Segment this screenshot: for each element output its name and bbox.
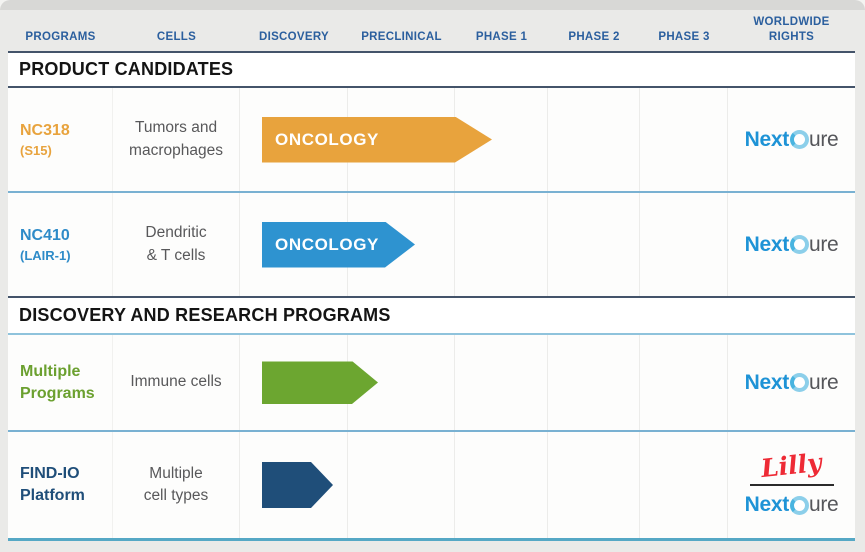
phase-cell-phase3	[640, 193, 728, 296]
pipeline-arrow-green	[262, 361, 378, 404]
cells-cell: Multiple cell types	[113, 432, 240, 538]
cells-text: & T cells	[146, 246, 206, 264]
program-name: NC410	[20, 226, 70, 244]
phase-cell-phase2	[548, 193, 640, 296]
col-header-preclinical: PRECLINICAL	[348, 30, 455, 51]
cells-text: cell types	[143, 487, 209, 504]
col-header-label: PHASE 2	[568, 30, 620, 43]
cells-text: Tumors and	[134, 119, 218, 137]
cells-text: Immune cells	[130, 373, 222, 391]
col-header-phase2: PHASE 2	[548, 30, 640, 51]
cells-cell: Tumors and macrophages	[113, 88, 240, 191]
col-header-label: DISCOVERY	[258, 30, 329, 43]
cells-cell: Dendritic & T cells	[113, 193, 240, 296]
col-header-label: PROGRAMS	[25, 30, 96, 43]
nextcure-circle-icon	[789, 235, 809, 254]
phase-cell-phase3	[640, 88, 728, 191]
program-subname: (S15)	[20, 142, 52, 158]
rights-cell: Next ure	[728, 335, 855, 430]
program-name-cell: FIND-IO Platform	[8, 432, 113, 538]
section-title-discovery-research: DISCOVERY AND RESEARCH PROGRAMS	[8, 296, 855, 335]
phase-cell-preclinical	[348, 335, 455, 430]
rights-cell: Lilly Next ure	[728, 432, 855, 538]
table-row-nc318: NC318 (S15) Tumors and macrophages Next u…	[8, 88, 855, 193]
lilly-logo: Lilly	[759, 447, 824, 484]
col-header-phase3: PHASE 3	[640, 30, 728, 51]
pipeline-arrow-oncology-orange: ONCOLOGY	[262, 117, 492, 163]
cells-text: Multiple	[149, 464, 203, 482]
program-name-line2: Platform	[20, 487, 85, 504]
col-header-worldwide-rights: WORLDWIDE RIGHTS	[728, 15, 855, 51]
program-name-cell: NC318 (S15)	[8, 88, 113, 191]
phase-cell-phase2	[548, 432, 640, 538]
nextcure-circle-icon	[789, 130, 809, 149]
phase-cell-phase1	[455, 432, 548, 538]
phase-cell-phase2	[548, 88, 640, 191]
slide-top-strip	[0, 0, 865, 10]
section-title-text: PRODUCT CANDIDATES	[19, 59, 234, 79]
col-header-cells: CELLS	[113, 30, 240, 51]
phase-cell-phase1	[455, 335, 548, 430]
nextcure-logo: Next ure	[745, 493, 839, 517]
section-title-text: DISCOVERY AND RESEARCH PROGRAMS	[19, 305, 391, 325]
nextcure-circle-icon	[789, 495, 809, 515]
col-header-label: PHASE 1	[475, 30, 528, 43]
phase-cell-phase3	[640, 432, 728, 538]
column-header-row: PROGRAMS CELLS DISCOVERY PRECLINICAL PHA…	[8, 0, 855, 53]
table-row-find-io: FIND-IO Platform Multiple cell types Lil…	[8, 432, 855, 541]
nextcure-logo-next: Next	[744, 370, 790, 394]
nextcure-logo-next: Next	[744, 493, 790, 516]
cells-cell: Immune cells	[113, 335, 240, 430]
nextcure-logo: Next ure	[745, 371, 839, 395]
nextcure-logo-ure: ure	[808, 493, 839, 516]
cells-text: Dendritic	[145, 224, 207, 242]
table-row-nc410: NC410 (LAIR-1) Dendritic & T cells Next u…	[8, 193, 855, 296]
nextcure-logo: Next ure	[745, 128, 839, 152]
program-name: FIND-IO	[20, 465, 80, 483]
phase-cell-discovery	[240, 432, 348, 538]
nextcure-logo-ure: ure	[808, 127, 839, 151]
table-row-multiple-programs: Multiple Programs Immune cells Next ure	[8, 335, 855, 432]
rights-cell: Next ure	[728, 88, 855, 191]
nextcure-logo-ure: ure	[808, 232, 839, 256]
rights-cell: Next ure	[728, 193, 855, 296]
nextcure-logo-ure: ure	[808, 370, 839, 394]
col-header-label: PHASE 3	[658, 30, 710, 43]
col-header-discovery: DISCOVERY	[240, 30, 348, 51]
nextcure-logo: Next ure	[745, 233, 839, 257]
program-name-cell: NC410 (LAIR-1)	[8, 193, 113, 296]
program-name: Multiple	[20, 362, 81, 380]
nextcure-logo-next: Next	[744, 127, 790, 151]
program-subname: (LAIR-1)	[20, 247, 71, 263]
col-header-label: CELLS	[156, 30, 197, 43]
phase-cell-preclinical	[348, 432, 455, 538]
nextcure-circle-icon	[789, 373, 809, 392]
lilly-nextcure-logo-stack: Lilly Next ure	[745, 447, 839, 517]
phase-cell-phase3	[640, 335, 728, 430]
pipeline-table: PROGRAMS CELLS DISCOVERY PRECLINICAL PHA…	[8, 0, 855, 541]
section-title-product-candidates: PRODUCT CANDIDATES	[8, 53, 855, 88]
phase-cell-phase2	[548, 335, 640, 430]
phase-cell-phase1	[455, 88, 548, 191]
nextcure-logo-next: Next	[744, 232, 790, 256]
pipeline-arrow-oncology-blue: ONCOLOGY	[262, 222, 415, 268]
cells-text: macrophages	[129, 141, 223, 159]
program-name: NC318	[20, 121, 70, 139]
phase-cell-phase1	[455, 193, 548, 296]
program-name-cell: Multiple Programs	[8, 335, 113, 430]
col-header-programs: PROGRAMS	[8, 30, 113, 51]
col-header-label: PRECLINICAL	[361, 30, 442, 43]
logo-divider-line	[749, 484, 834, 486]
col-header-phase1: PHASE 1	[455, 30, 548, 51]
phase-cell-preclinical	[348, 193, 455, 296]
program-name-line2: Programs	[20, 384, 95, 402]
col-header-label: WORLDWIDE RIGHTS	[753, 16, 830, 43]
